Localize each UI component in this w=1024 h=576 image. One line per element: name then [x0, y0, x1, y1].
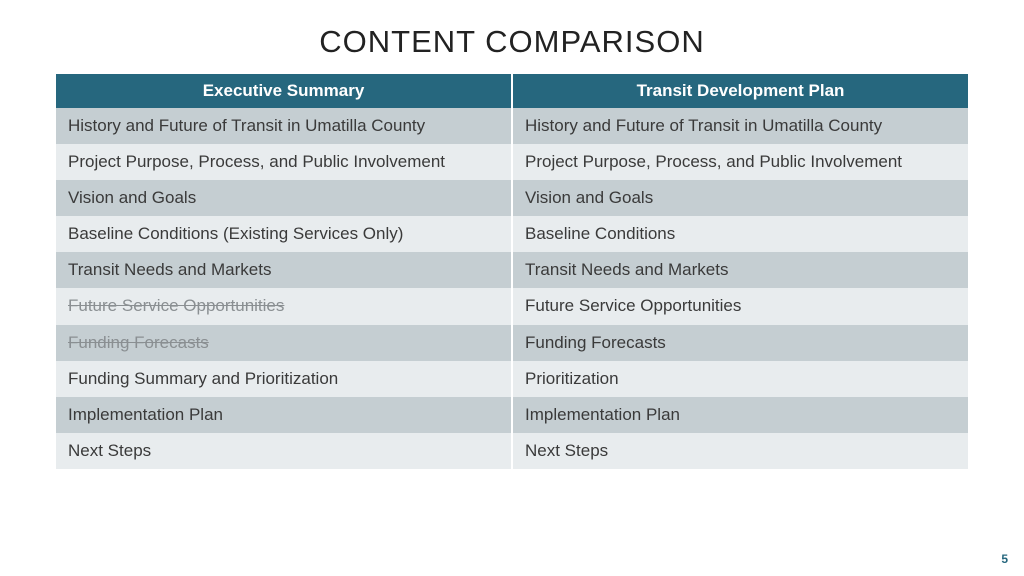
table-cell-right: Transit Needs and Markets	[512, 252, 968, 288]
slide: CONTENT COMPARISON Executive Summary Tra…	[0, 0, 1024, 576]
struck-text: Funding Forecasts	[68, 333, 209, 352]
table-row: Implementation PlanImplementation Plan	[56, 397, 968, 433]
table-cell-left: Project Purpose, Process, and Public Inv…	[56, 144, 512, 180]
table-row: History and Future of Transit in Umatill…	[56, 108, 968, 144]
table-cell-right: History and Future of Transit in Umatill…	[512, 108, 968, 144]
table-cell-right: Implementation Plan	[512, 397, 968, 433]
table-header-row: Executive Summary Transit Development Pl…	[56, 74, 968, 108]
table-cell-right: Future Service Opportunities	[512, 288, 968, 324]
table-cell-right: Project Purpose, Process, and Public Inv…	[512, 144, 968, 180]
table-row: Funding Summary and PrioritizationPriori…	[56, 361, 968, 397]
table-cell-right: Funding Forecasts	[512, 325, 968, 361]
page-title: CONTENT COMPARISON	[56, 24, 968, 60]
comparison-table: Executive Summary Transit Development Pl…	[56, 74, 968, 469]
table-cell-right: Prioritization	[512, 361, 968, 397]
table-cell-left: Next Steps	[56, 433, 512, 469]
table-cell-right: Vision and Goals	[512, 180, 968, 216]
table-cell-left: Future Service Opportunities	[56, 288, 512, 324]
table-row: Baseline Conditions (Existing Services O…	[56, 216, 968, 252]
table-cell-left: History and Future of Transit in Umatill…	[56, 108, 512, 144]
table-cell-left: Vision and Goals	[56, 180, 512, 216]
table-row: Transit Needs and MarketsTransit Needs a…	[56, 252, 968, 288]
table-row: Future Service Opportunities Future Servi…	[56, 288, 968, 324]
table-row: Vision and GoalsVision and Goals	[56, 180, 968, 216]
table-row: Project Purpose, Process, and Public Inv…	[56, 144, 968, 180]
table-cell-left: Funding Forecasts	[56, 325, 512, 361]
table-header-left: Executive Summary	[56, 74, 512, 108]
table-header-right: Transit Development Plan	[512, 74, 968, 108]
table-cell-right: Baseline Conditions	[512, 216, 968, 252]
table-row: Funding Forecasts Funding Forecasts	[56, 325, 968, 361]
table-cell-left: Implementation Plan	[56, 397, 512, 433]
table-cell-left: Baseline Conditions (Existing Services O…	[56, 216, 512, 252]
table-row: Next StepsNext Steps	[56, 433, 968, 469]
table-cell-right: Next Steps	[512, 433, 968, 469]
page-number: 5	[1001, 552, 1008, 566]
table-cell-left: Funding Summary and Prioritization	[56, 361, 512, 397]
table-cell-left: Transit Needs and Markets	[56, 252, 512, 288]
struck-text: Future Service Opportunities	[68, 296, 284, 315]
